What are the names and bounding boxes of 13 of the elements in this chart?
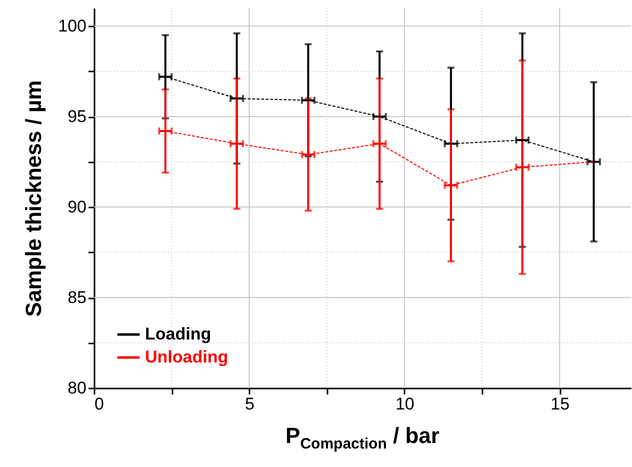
y-tick-label: 100 [58,16,86,36]
y-tick-label: 80 [68,378,86,398]
y-axis-title: Sample thickness / µm [21,80,46,317]
y-tick-label: 85 [68,288,86,308]
y-tick-label: 95 [68,107,86,126]
y-tick-label: 90 [68,198,86,217]
x-axis-title: P$_{Compaction}$ / bar [284,423,440,452]
x-tick-label: 0 [94,394,104,414]
x-tick-label: 5 [244,394,254,414]
legend-label: Loading [145,324,212,344]
legend-label: Unloading [145,348,228,366]
x-tick-label: 10 [395,394,414,414]
x-tick-label: 15 [550,394,570,414]
